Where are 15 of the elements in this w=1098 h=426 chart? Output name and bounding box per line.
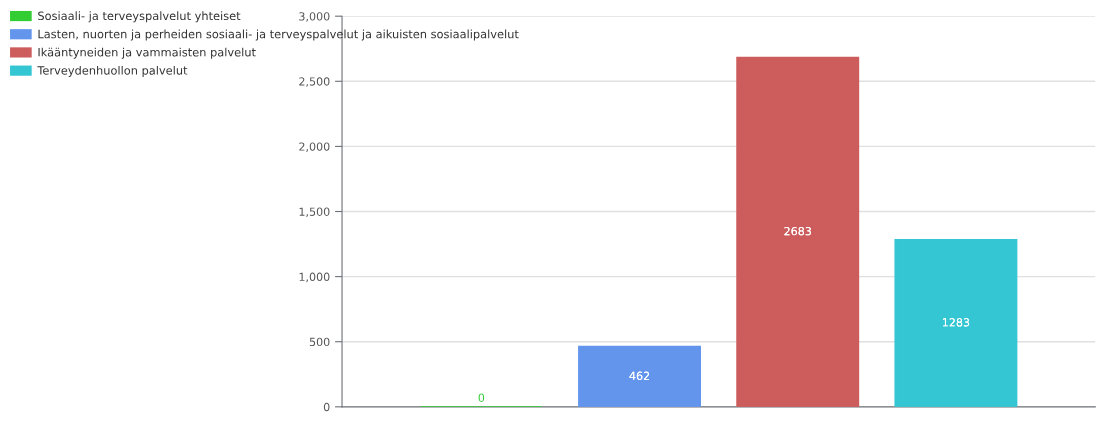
y-tick-label: 3,000 (299, 12, 330, 22)
legend-label: Terveydenhuollon palvelut (37, 65, 188, 77)
y-tick-label: 1,500 (299, 207, 330, 218)
y-tick-label: 1,000 (299, 272, 330, 283)
legend-label: Lasten, nuorten ja perheiden sosiaali- ja terveyspalvelut ja aikuisten sosiaalipalvelut (38, 29, 519, 41)
legend-label: Ikääntyneiden ja vammaisten palvelut (38, 47, 256, 59)
data-label: 2683 (784, 226, 811, 236)
y-tick-label: 500 (309, 337, 330, 347)
y-tick-label: 2,500 (299, 77, 330, 87)
y-tick-label: 0 (323, 402, 330, 412)
y-tick-label: 2,000 (299, 142, 330, 152)
data-label: 0 (478, 393, 485, 402)
legend-label: Sosiaali- ja terveyspalvelut yhteiset (38, 11, 241, 23)
data-label: 462 (629, 371, 650, 380)
data-label: 1283 (942, 318, 970, 327)
